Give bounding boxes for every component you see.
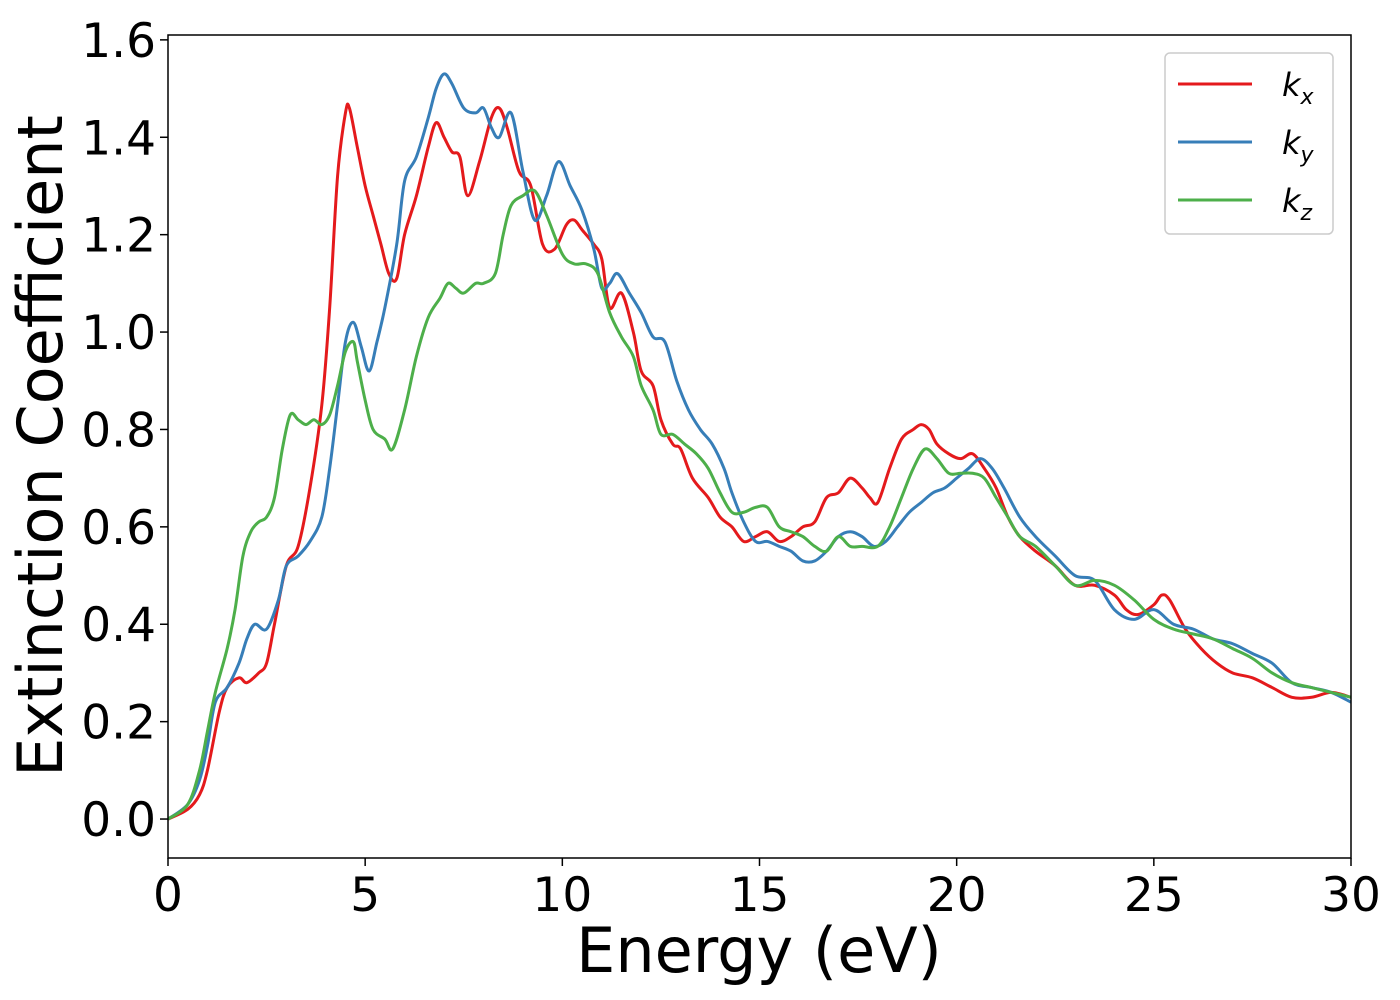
y-tick-label: 0.2 (81, 696, 156, 751)
y-tick-label: 1.2 (81, 209, 156, 264)
legend-label-kx: kx (1282, 66, 1315, 110)
x-tick-label: 25 (1124, 868, 1184, 923)
y-tick-label: 1.6 (81, 14, 156, 69)
legend-label-kz: kz (1282, 182, 1313, 226)
x-tick-label: 20 (927, 868, 987, 923)
series-line-kz (168, 188, 1351, 821)
y-tick-label: 0.6 (81, 501, 156, 556)
y-tick-label: 1.0 (81, 306, 156, 361)
y-tick-label: 1.4 (81, 111, 156, 166)
x-tick-label: 30 (1321, 868, 1381, 923)
x-tick-label: 5 (350, 868, 380, 923)
x-axis: 0 5 10 15 20 25 30 (153, 858, 1381, 923)
y-axis: 0.0 0.2 0.4 0.6 0.8 1.0 1.2 1.4 1.6 (81, 14, 168, 848)
series-line-ky (168, 72, 1351, 821)
legend: kx ky kz (1164, 52, 1334, 235)
y-tick-label: 0.4 (81, 598, 156, 653)
x-tick-label: 0 (153, 868, 183, 923)
x-axis-label: Energy (eV) (576, 914, 942, 987)
x-tick-label: 10 (532, 868, 592, 923)
y-tick-label: 0.8 (81, 403, 156, 458)
x-tick-label: 15 (730, 868, 790, 923)
y-axis-label: Extinction Coefficient (4, 115, 77, 777)
series-layer (168, 72, 1351, 821)
legend-label-ky: ky (1282, 124, 1315, 168)
y-tick-label: 0.0 (81, 793, 156, 848)
